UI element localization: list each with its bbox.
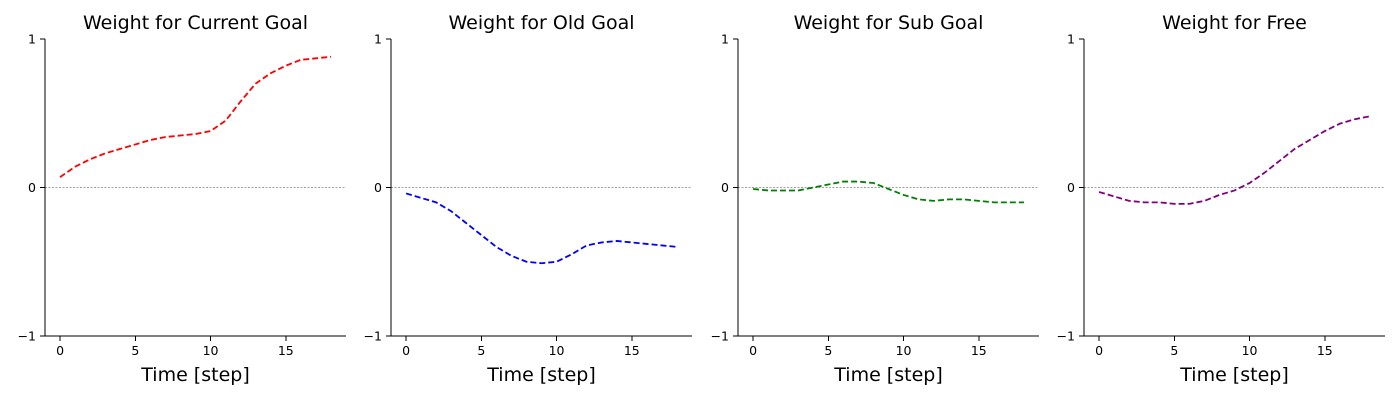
x-axis-label: Time [step] (140, 364, 249, 386)
x-tick-label: 5 (1170, 343, 1178, 358)
x-axis-label: Time [step] (833, 364, 942, 386)
x-tick-label: 0 (402, 343, 410, 358)
x-axis-label: Time [step] (1179, 364, 1288, 386)
x-tick-label: 0 (749, 343, 757, 358)
y-tick-label: 0 (28, 180, 36, 195)
y-tick-label: 1 (1067, 32, 1075, 47)
x-tick-label: 5 (824, 343, 832, 358)
y-tick-label: 0 (1067, 180, 1075, 195)
series-line-1 (59, 55, 332, 178)
x-tick-label: 0 (1095, 343, 1103, 358)
chart-title: Weight for Free (1162, 12, 1307, 34)
x-tick-label: 5 (131, 343, 139, 358)
y-tick-label: 1 (28, 32, 36, 47)
x-tick-label: 15 (971, 343, 987, 358)
y-tick-label: −1 (18, 329, 36, 344)
x-axis-label: Time [step] (486, 364, 595, 386)
y-tick-label: 1 (721, 32, 729, 47)
x-tick-label: 10 (896, 343, 912, 358)
chart-title: Weight for Sub Goal (794, 12, 984, 34)
x-tick-label: 10 (203, 343, 219, 358)
x-tick-label: 15 (278, 343, 294, 358)
y-tick-label: 0 (721, 180, 729, 195)
series-line-1 (752, 180, 1024, 204)
y-tick-label: −1 (364, 329, 382, 344)
x-tick-label: 5 (477, 343, 485, 358)
x-tick-label: 15 (624, 343, 640, 358)
y-tick-label: 1 (374, 32, 382, 47)
y-tick-label: −1 (711, 329, 729, 344)
x-tick-label: 10 (1242, 343, 1258, 358)
chart-title: Weight for Current Goal (83, 12, 308, 34)
chart-title: Weight for Old Goal (448, 12, 634, 34)
y-tick-label: −1 (1057, 329, 1075, 344)
x-tick-label: 10 (549, 343, 565, 358)
series-line-1 (1098, 115, 1371, 205)
x-tick-label: 0 (56, 343, 64, 358)
y-tick-label: 0 (374, 180, 382, 195)
series-line-1 (405, 192, 678, 265)
x-tick-label: 15 (1317, 343, 1333, 358)
